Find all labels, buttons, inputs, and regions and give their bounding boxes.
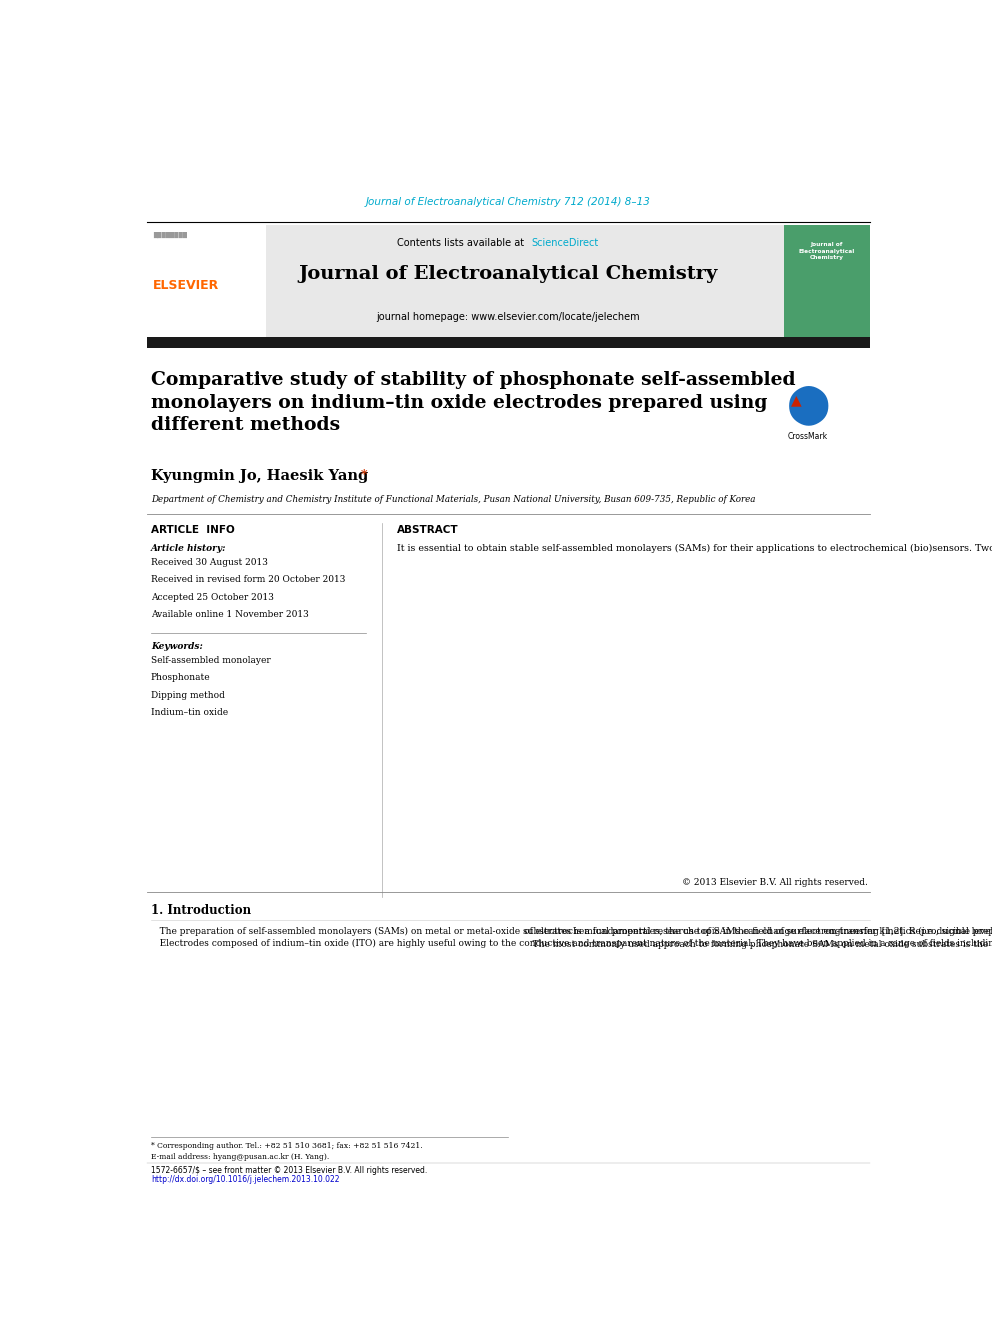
Text: Comparative study of stability of phosphonate self-assembled
monolayers on indiu: Comparative study of stability of phosph… (151, 370, 796, 434)
Text: Indium–tin oxide: Indium–tin oxide (151, 708, 228, 717)
Text: E-mail address: hyang@pusan.ac.kr (H. Yang).: E-mail address: hyang@pusan.ac.kr (H. Ya… (151, 1154, 329, 1162)
Text: Article history:: Article history: (151, 544, 226, 553)
Text: ▲: ▲ (792, 393, 802, 407)
Text: ABSTRACT: ABSTRACT (397, 525, 458, 536)
Text: Contents lists available at: Contents lists available at (397, 238, 527, 249)
Text: Keywords:: Keywords: (151, 642, 202, 651)
Text: Self-assembled monolayer: Self-assembled monolayer (151, 656, 271, 665)
Text: *: * (361, 470, 367, 483)
FancyBboxPatch shape (147, 225, 870, 340)
Text: Phosphonate: Phosphonate (151, 673, 210, 683)
Text: It is essential to obtain stable self-assembled monolayers (SAMs) for their appl: It is essential to obtain stable self-as… (397, 544, 992, 553)
Text: The preparation of self-assembled monolayers (SAMs) on metal or metal-oxide subs: The preparation of self-assembled monola… (151, 927, 992, 949)
Text: ScienceDirect: ScienceDirect (532, 238, 599, 249)
Text: of electrochemical properties, the use of SAMs can change electron-transfer kine: of electrochemical properties, the use o… (524, 927, 992, 949)
Text: Received in revised form 20 October 2013: Received in revised form 20 October 2013 (151, 576, 345, 585)
Text: Accepted 25 October 2013: Accepted 25 October 2013 (151, 593, 274, 602)
Text: Journal of
Electroanalytical
Chemistry: Journal of Electroanalytical Chemistry (799, 242, 855, 261)
Text: ELSEVIER: ELSEVIER (153, 279, 219, 292)
Text: Received 30 August 2013: Received 30 August 2013 (151, 558, 268, 568)
Text: Available online 1 November 2013: Available online 1 November 2013 (151, 610, 309, 619)
FancyBboxPatch shape (147, 337, 870, 348)
Text: Journal of Electroanalytical Chemistry 712 (2014) 8–13: Journal of Electroanalytical Chemistry 7… (366, 197, 651, 208)
Text: 1572-6657/$ – see front matter © 2013 Elsevier B.V. All rights reserved.: 1572-6657/$ – see front matter © 2013 El… (151, 1167, 428, 1175)
Text: journal homepage: www.elsevier.com/locate/jelechem: journal homepage: www.elsevier.com/locat… (377, 312, 640, 321)
Text: ████████: ████████ (153, 232, 187, 238)
FancyBboxPatch shape (147, 225, 266, 340)
Text: 1. Introduction: 1. Introduction (151, 905, 251, 917)
Text: ARTICLE  INFO: ARTICLE INFO (151, 525, 235, 536)
FancyBboxPatch shape (784, 225, 870, 340)
Text: © 2013 Elsevier B.V. All rights reserved.: © 2013 Elsevier B.V. All rights reserved… (682, 878, 868, 886)
Text: ⬤: ⬤ (787, 385, 830, 425)
Text: Department of Chemistry and Chemistry Institute of Functional Materials, Pusan N: Department of Chemistry and Chemistry In… (151, 495, 756, 504)
Text: Dipping method: Dipping method (151, 691, 225, 700)
Text: CrossMark: CrossMark (788, 431, 827, 441)
Text: Journal of Electroanalytical Chemistry: Journal of Electroanalytical Chemistry (299, 265, 718, 283)
Text: http://dx.doi.org/10.1016/j.jelechem.2013.10.022: http://dx.doi.org/10.1016/j.jelechem.201… (151, 1175, 339, 1184)
Text: Kyungmin Jo, Haesik Yang: Kyungmin Jo, Haesik Yang (151, 470, 368, 483)
Text: * Corresponding author. Tel.: +82 51 510 3681; fax: +82 51 516 7421.: * Corresponding author. Tel.: +82 51 510… (151, 1142, 423, 1150)
